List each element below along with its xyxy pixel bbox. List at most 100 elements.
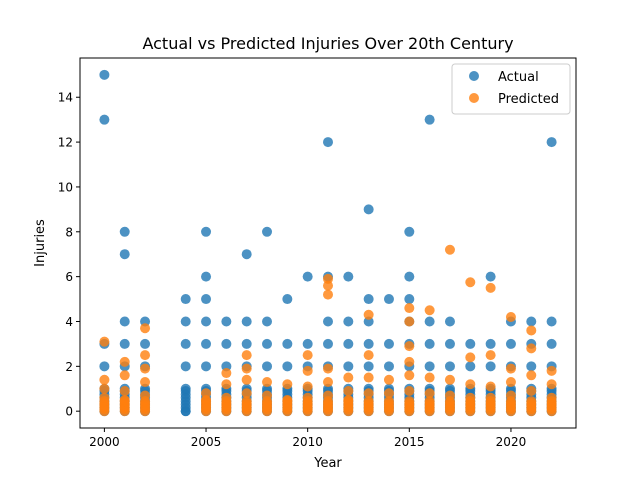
actual-point	[526, 316, 537, 327]
x-tick-label: 2000	[89, 435, 120, 449]
x-axis: 2000 2005 2010 2015 2020	[89, 428, 526, 449]
actual-point	[140, 338, 151, 349]
predicted-point	[343, 372, 354, 383]
actual-point	[343, 361, 354, 372]
predicted-point	[221, 392, 232, 403]
predicted-point	[302, 350, 313, 361]
predicted-point	[323, 390, 333, 401]
predicted-point	[140, 363, 151, 374]
actual-point	[485, 271, 496, 282]
predicted-point	[526, 370, 537, 381]
x-tick-label: 2010	[292, 435, 323, 449]
predicted-point	[302, 392, 313, 403]
actual-point	[444, 338, 455, 349]
actual-point	[424, 338, 435, 349]
actual-point	[201, 271, 212, 282]
actual-point	[363, 294, 374, 305]
predicted-point	[505, 363, 516, 374]
predicted-point	[424, 396, 435, 407]
predicted-point	[343, 386, 354, 396]
legend-label-predicted: Predicted	[498, 92, 559, 107]
predicted-point	[119, 356, 130, 367]
actual-point	[282, 338, 293, 349]
actual-point	[201, 338, 212, 349]
predicted-point	[323, 289, 333, 300]
legend-marker-actual	[469, 71, 479, 81]
predicted-point	[363, 309, 374, 320]
predicted-point	[140, 350, 151, 361]
legend-marker-predicted	[469, 93, 479, 103]
actual-point	[262, 316, 273, 327]
actual-point	[404, 294, 415, 305]
predicted-point	[241, 350, 252, 361]
actual-point	[282, 361, 293, 372]
actual-point	[180, 406, 191, 417]
predicted-point	[99, 336, 110, 347]
predicted-point	[119, 394, 130, 405]
predicted-point	[404, 341, 415, 352]
predicted-point	[505, 390, 516, 401]
actual-point	[180, 338, 191, 349]
actual-point	[241, 338, 252, 349]
predicted-point	[140, 323, 151, 334]
legend-label-actual: Actual	[498, 70, 539, 85]
predicted-point	[546, 365, 557, 376]
actual-point	[363, 204, 374, 215]
actual-point	[526, 361, 537, 372]
actual-point	[302, 338, 313, 349]
legend-box	[451, 63, 571, 115]
predicted-point	[465, 277, 476, 288]
actual-point	[241, 316, 252, 327]
actual-point	[424, 361, 435, 372]
predicted-point	[526, 325, 537, 336]
predicted-point	[323, 363, 333, 374]
predicted-point	[404, 370, 415, 381]
predicted-point	[526, 396, 537, 407]
actual-point	[343, 271, 354, 282]
predicted-point	[404, 316, 415, 327]
x-axis-label: Year	[313, 456, 342, 471]
actual-point	[444, 361, 455, 372]
actual-point	[221, 338, 232, 349]
actual-point	[99, 114, 110, 125]
actual-point	[180, 294, 191, 305]
chart-title: Actual vs Predicted Injuries Over 20th C…	[142, 34, 513, 53]
actual-point	[99, 361, 110, 372]
predicted-point	[363, 396, 374, 407]
actual-point	[180, 383, 191, 394]
actual-point	[383, 338, 394, 349]
predicted-point	[140, 390, 151, 401]
predicted-point	[485, 350, 496, 361]
predicted-point	[363, 388, 374, 399]
predicted-point	[404, 396, 415, 407]
predicted-point	[424, 372, 435, 383]
predicted-point	[424, 388, 435, 399]
plot-frame	[79, 57, 577, 429]
y-tick-label: 6	[65, 270, 73, 284]
actual-point	[383, 294, 394, 305]
x-tick-label: 2015	[394, 435, 425, 449]
predicted-point	[343, 394, 354, 405]
predicted-point	[546, 392, 557, 403]
predicted-point	[302, 381, 313, 392]
actual-point	[323, 338, 333, 349]
actual-point	[465, 338, 476, 349]
predicted-point	[383, 374, 394, 385]
actual-point	[201, 294, 212, 305]
actual-point	[180, 316, 191, 327]
y-tick-label: 4	[65, 315, 73, 329]
predicted-point	[241, 374, 252, 385]
actual-point	[119, 316, 130, 327]
predicted-point	[465, 352, 476, 363]
predicted-point	[526, 386, 537, 396]
actual-point	[119, 249, 130, 260]
predicted-point	[485, 381, 496, 392]
predicted-point	[505, 377, 516, 388]
predicted-point	[444, 390, 455, 401]
x-tick-label: 2005	[191, 435, 222, 449]
actual-point	[404, 226, 415, 237]
y-tick-label: 10	[58, 180, 73, 194]
actual-point	[241, 249, 252, 260]
actual-point	[323, 316, 333, 327]
predicted-point	[383, 388, 394, 399]
